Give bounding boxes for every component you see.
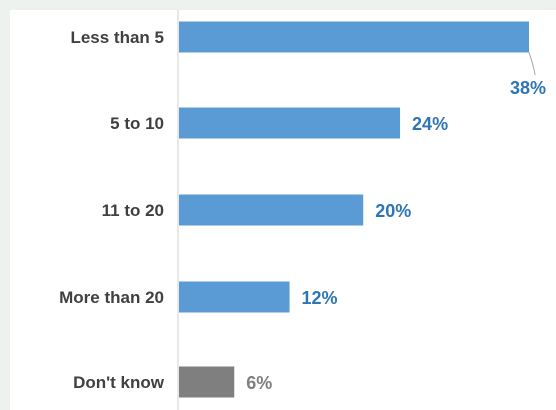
value-label-more-than-20: 12% xyxy=(302,288,338,308)
bar-5-to-10 xyxy=(179,107,401,139)
value-label-don-t-know: 6% xyxy=(246,373,272,393)
category-label-less-than-5: Less than 5 xyxy=(70,28,164,47)
bar-don-t-know xyxy=(179,366,235,398)
category-label-5-to-10: 5 to 10 xyxy=(110,114,164,133)
leader-line xyxy=(528,52,536,76)
value-label-less-than-5: 38% xyxy=(510,78,546,98)
bar-more-than-20 xyxy=(179,281,290,313)
category-label-don-t-know: Don't know xyxy=(73,373,165,392)
bar-chart: Less than 5 38% 5 to 10 24% 11 to 20 20% More … xyxy=(59,10,546,410)
bar-less-than-5 xyxy=(179,21,529,53)
value-label-5-to-10: 24% xyxy=(412,114,448,134)
category-label-more-than-20: More than 20 xyxy=(59,288,164,307)
chart-panel: Less than 5 38% 5 to 10 24% 11 to 20 20% More … xyxy=(10,10,556,410)
value-label-11-to-20: 20% xyxy=(375,201,411,221)
bar-11-to-20 xyxy=(179,194,364,226)
category-label-11-to-20: 11 to 20 xyxy=(102,201,164,220)
